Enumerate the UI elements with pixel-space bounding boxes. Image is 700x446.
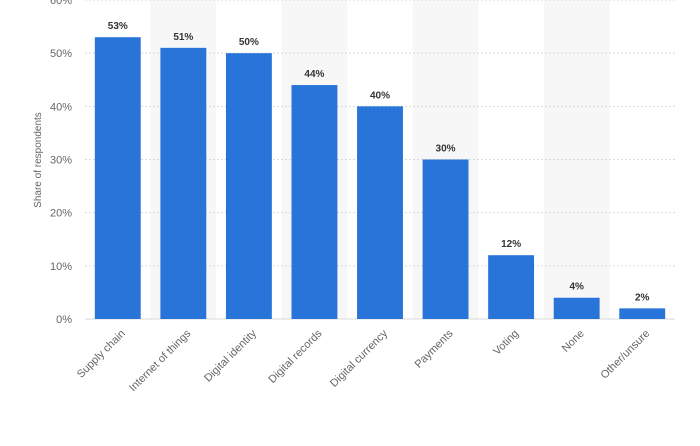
- x-tick-label: Internet of things: [127, 327, 194, 394]
- data-label: 2%: [635, 292, 650, 303]
- bar[interactable]: [357, 106, 403, 319]
- x-tick-label: Digital currency: [328, 327, 390, 389]
- y-axis-ticks: 0% 10% 20% 30% 40% 50% 60%: [50, 0, 72, 326]
- x-tick-label: Supply chain: [75, 328, 128, 381]
- y-axis-label: Share of respondents: [33, 112, 44, 208]
- bars: [94, 37, 666, 320]
- y-tick-label: 40%: [50, 101, 72, 113]
- data-label: 44%: [304, 69, 324, 80]
- bar[interactable]: [160, 47, 207, 319]
- bar[interactable]: [553, 297, 600, 319]
- y-tick-label: 20%: [50, 208, 72, 220]
- data-label: 50%: [239, 37, 259, 48]
- x-tick-label: Voting: [491, 328, 521, 358]
- y-tick-label: 0%: [56, 314, 72, 326]
- bar[interactable]: [422, 159, 469, 320]
- x-tick-label: Digital identity: [202, 327, 259, 384]
- y-tick-label: 60%: [50, 0, 72, 7]
- bar[interactable]: [488, 255, 535, 319]
- bar[interactable]: [225, 53, 272, 320]
- bar[interactable]: [94, 37, 141, 319]
- data-label: 40%: [370, 90, 390, 101]
- data-label: 53%: [108, 21, 128, 32]
- bar[interactable]: [619, 308, 666, 319]
- x-tick-label: Payments: [413, 327, 456, 370]
- y-tick-label: 30%: [50, 155, 72, 167]
- x-tick-label: Other/unsure: [598, 328, 652, 382]
- data-label: 51%: [173, 32, 193, 43]
- y-tick-label: 50%: [50, 48, 72, 60]
- x-axis-ticks: Supply chain Internet of things Digital id…: [75, 327, 652, 394]
- data-label: 12%: [501, 239, 521, 250]
- data-labels: 53% 51% 50% 44% 40% 30% 12% 4% 2%: [108, 21, 650, 303]
- x-tick-label: Digital records: [266, 327, 325, 386]
- data-label: 4%: [569, 282, 584, 293]
- bar[interactable]: [291, 85, 338, 319]
- data-label: 30%: [436, 144, 456, 155]
- x-tick-label: None: [560, 328, 587, 355]
- y-tick-label: 10%: [50, 261, 72, 273]
